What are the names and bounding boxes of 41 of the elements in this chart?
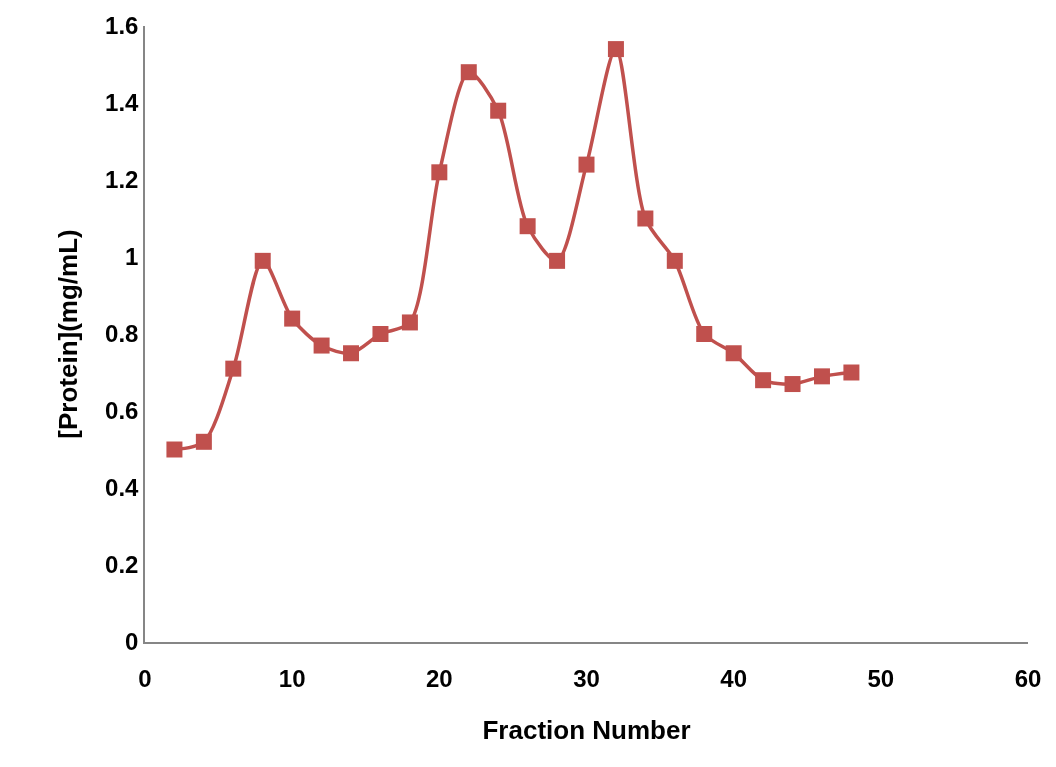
point — [784, 376, 801, 393]
point — [519, 218, 536, 235]
point — [372, 326, 389, 342]
y-tick-label: 0 — [125, 628, 139, 656]
point — [343, 345, 360, 362]
x-tick-label: 40 — [720, 664, 748, 692]
point — [401, 314, 418, 331]
y-tick-label: 1.4 — [105, 89, 140, 117]
y-tick-label: 1.2 — [105, 166, 139, 194]
point — [549, 252, 566, 269]
point — [813, 368, 830, 385]
point — [195, 433, 212, 450]
x-tick-label: 30 — [573, 664, 600, 692]
y-tick-label: 0.2 — [105, 551, 139, 579]
point — [578, 156, 595, 173]
y-tick-label: 1 — [125, 243, 139, 271]
point — [225, 360, 242, 377]
point — [666, 252, 683, 269]
point — [696, 326, 713, 342]
x-tick-label: 10 — [278, 664, 306, 692]
x-tick-label: 60 — [1014, 664, 1042, 692]
point — [254, 252, 271, 269]
point — [431, 164, 448, 181]
point — [460, 64, 477, 81]
point — [166, 441, 183, 458]
x-tick-label: 50 — [867, 664, 895, 692]
point — [607, 41, 624, 58]
point — [490, 102, 507, 119]
point — [725, 345, 742, 362]
x-tick-label: 20 — [425, 664, 453, 692]
point — [313, 337, 330, 354]
y-axis-title: [Protein](mg/mL) — [52, 229, 83, 439]
y-tick-label: 0.4 — [105, 474, 140, 502]
point — [843, 364, 860, 381]
point — [284, 310, 301, 327]
point — [637, 210, 654, 227]
y-tick-label: 1.6 — [105, 12, 139, 40]
point — [755, 372, 772, 389]
x-axis-title: Fraction Number — [482, 714, 691, 745]
y-tick-label: 0.6 — [105, 397, 139, 425]
y-tick-label: 0.8 — [105, 320, 139, 348]
